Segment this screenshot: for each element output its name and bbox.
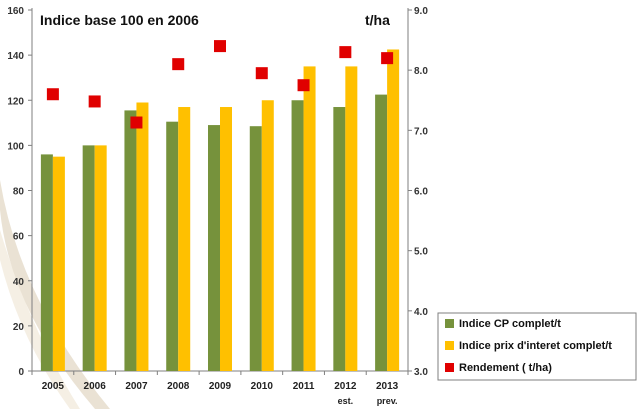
left-tick-label: 140: [7, 51, 24, 62]
x-tick-label: 2013: [376, 381, 399, 392]
right-tick-label: 5.0: [414, 247, 428, 258]
bar-prix-2008: [178, 107, 191, 372]
legend-label-cp: Indice CP complet/t: [459, 318, 561, 330]
right-tick-label: 9.0: [414, 6, 428, 17]
x-tick-label: 2010: [251, 381, 274, 392]
legend-swatch-rendement: [445, 363, 454, 372]
legend-label-rendement: Rendement ( t/ha): [459, 362, 552, 374]
series-indice-cp-bars: [40, 94, 388, 372]
right-tick-label: 8.0: [414, 66, 428, 77]
x-tick-label: 2005: [42, 381, 65, 392]
legend-label-prix: Indice prix d'interet complet/t: [459, 340, 612, 352]
bar-cp-2005: [40, 154, 53, 371]
left-tick-label: 120: [7, 96, 24, 107]
point-rendement-2009: [214, 40, 226, 53]
left-tick-label: 100: [7, 141, 24, 152]
left-tick-label: 0: [18, 367, 24, 378]
right-axis-ticks: 3.0 4.0 5.0 6.0 7.0 8.0 9.0: [408, 6, 428, 378]
x-tick-label: 2006: [84, 381, 107, 392]
bar-cp-2007: [124, 110, 137, 371]
bar-cp-2006: [82, 145, 95, 371]
bar-prix-2005: [52, 156, 65, 371]
point-rendement-2008: [172, 58, 185, 71]
series-rendement-points: [46, 40, 394, 129]
left-tick-label: 40: [13, 277, 25, 288]
point-rendement-2013: [381, 52, 394, 65]
bar-cp-2011: [291, 100, 304, 371]
bar-prix-2013: [387, 49, 400, 371]
x-tick-sublabel: est.: [338, 396, 354, 406]
bar-cp-2012: [333, 107, 346, 372]
left-axis-ticks: 0 20 40 60 80 100 120 140 160: [7, 6, 32, 378]
left-tick-label: 20: [13, 322, 25, 333]
bar-cp-2013: [375, 94, 388, 371]
left-tick-label: 80: [13, 187, 25, 198]
point-rendement-2007: [130, 116, 143, 129]
point-rendement-2005: [46, 88, 59, 101]
bar-prix-2010: [261, 100, 274, 371]
x-axis-ticks: 2005 2006 2007 2008 2009 2010 2011 2012 est. 2013…: [31, 371, 409, 406]
bar-cp-2009: [208, 125, 220, 371]
x-tick-label: 2007: [125, 381, 148, 392]
bar-prix-2007: [136, 102, 149, 371]
right-axis-unit-label: t/ha: [365, 12, 390, 28]
chart-title: Indice base 100 en 2006: [40, 12, 199, 28]
right-tick-label: 7.0: [414, 126, 428, 137]
legend: Indice CP complet/t Indice prix d'intere…: [437, 312, 637, 381]
point-rendement-2006: [88, 95, 101, 108]
bar-prix-2011: [303, 66, 316, 371]
x-tick-label: 2011: [293, 381, 315, 392]
point-rendement-2010: [255, 67, 268, 80]
legend-box: [437, 312, 637, 381]
x-tick-label: 2009: [209, 381, 232, 392]
bar-cp-2008: [166, 121, 179, 371]
bar-prix-2012: [345, 66, 358, 371]
series-indice-prix-bars: [52, 49, 400, 372]
point-rendement-2012: [339, 46, 352, 59]
left-tick-label: 60: [13, 232, 25, 243]
x-tick-sublabel: prev.: [377, 396, 398, 406]
bar-prix-2009: [220, 107, 232, 372]
right-tick-label: 4.0: [414, 307, 428, 318]
bar-prix-2006: [94, 145, 107, 371]
legend-swatch-cp: [445, 319, 454, 328]
legend-swatch-prix: [445, 341, 454, 350]
x-tick-label: 2008: [167, 381, 190, 392]
point-rendement-2011: [297, 79, 310, 92]
left-tick-label: 160: [7, 6, 24, 17]
x-tick-label: 2012: [334, 381, 357, 392]
right-tick-label: 6.0: [414, 187, 428, 198]
bar-cp-2010: [249, 126, 262, 372]
right-tick-label: 3.0: [414, 367, 428, 378]
